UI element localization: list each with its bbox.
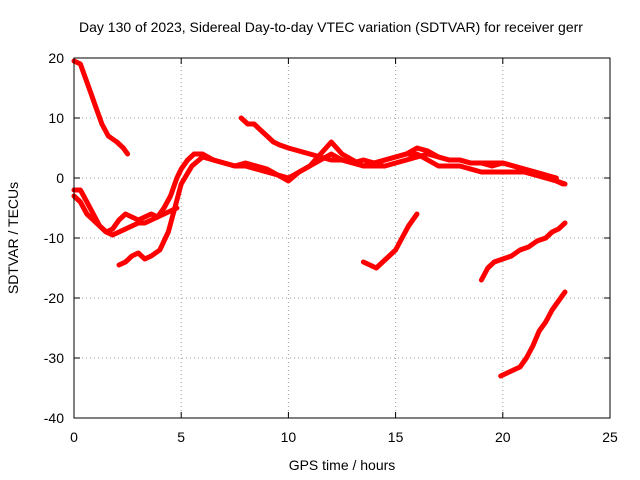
series-line-arc-7	[478, 220, 568, 283]
y-tick-label: 10	[48, 110, 64, 126]
series-line-arc-1	[71, 58, 131, 157]
x-tick-label: 25	[602, 429, 618, 445]
y-tick-label: 0	[56, 170, 64, 186]
y-tick-label: -30	[44, 350, 64, 366]
x-tick-label: 5	[177, 429, 185, 445]
grid	[74, 58, 610, 418]
x-axis-title: GPS time / hours	[289, 457, 396, 473]
y-axis-title: SDTVAR / TECUs	[5, 182, 21, 294]
series-line-arc-5	[238, 115, 559, 181]
x-tick-label: 10	[281, 429, 297, 445]
series-line-arc-8	[498, 289, 568, 379]
series-line-arc-3	[71, 193, 180, 238]
chart-title: Day 130 of 2023, Sidereal Day-to-day VTE…	[79, 19, 583, 35]
x-tick-label: 20	[495, 429, 511, 445]
x-tick-label: 0	[70, 429, 78, 445]
x-tick-label: 15	[388, 429, 404, 445]
ticks: 0 5 10 15 20 25 -40 -30 -20 -10 0 10 20	[44, 50, 618, 445]
y-tick-label: 20	[48, 50, 64, 66]
data-series	[71, 58, 568, 379]
y-tick-label: -20	[44, 290, 64, 306]
y-tick-label: -40	[44, 410, 64, 426]
series-line-arc-6	[360, 211, 420, 271]
y-tick-label: -10	[44, 230, 64, 246]
